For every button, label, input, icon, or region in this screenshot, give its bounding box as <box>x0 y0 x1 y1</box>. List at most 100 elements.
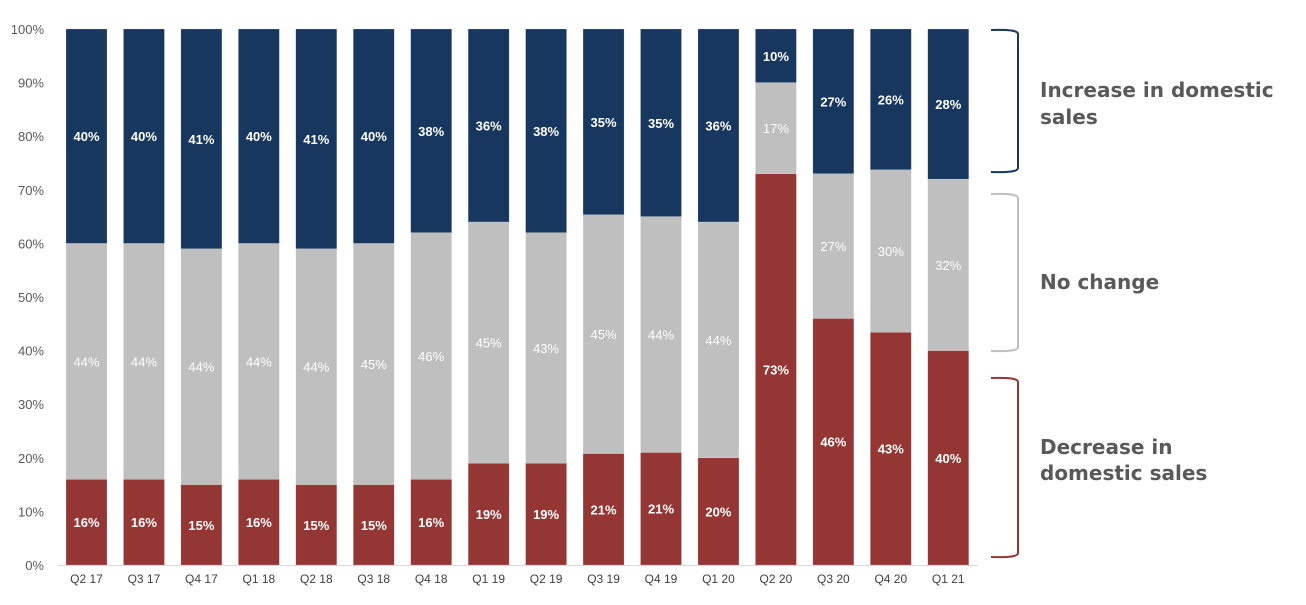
bar-segment-decrease-in-domestic-sales <box>812 318 855 566</box>
bar-segment-increase-in-domestic-sales <box>755 28 797 83</box>
bar-segment-no-change <box>123 243 165 480</box>
bar-segment-decrease-in-domestic-sales <box>870 331 912 566</box>
data-label-no-change: 44% <box>648 328 674 343</box>
bar-segment-no-change <box>582 214 625 454</box>
legend-label: No change <box>1040 270 1159 294</box>
legend-bracket <box>990 376 1019 559</box>
data-label-decrease-in-domestic-sales: 16% <box>418 515 444 530</box>
y-tick-label: 100% <box>11 22 45 37</box>
bar-segment-increase-in-domestic-sales <box>927 28 969 180</box>
bar-segment-no-change <box>640 216 682 453</box>
bar-segment-increase-in-domestic-sales <box>65 28 108 244</box>
data-label-no-change: 27% <box>820 239 846 254</box>
legend-label: sales <box>1040 105 1098 129</box>
x-tick-label: Q3 19 <box>587 572 620 586</box>
data-label-decrease-in-domestic-sales: 16% <box>131 515 157 530</box>
x-tick-label: Q3 20 <box>817 572 850 586</box>
x-tick-label: Q1 19 <box>472 572 505 586</box>
bar-stack: 15% 44% 41% <box>180 28 223 566</box>
x-tick-label: Q4 17 <box>185 572 218 586</box>
data-label-increase-in-domestic-sales: 40% <box>361 129 387 144</box>
bar-segment-decrease-in-domestic-sales <box>65 478 108 566</box>
legend-entry-no-change: No change <box>990 192 1159 353</box>
data-label-increase-in-domestic-sales: 41% <box>188 132 214 147</box>
y-tick-label: 30% <box>18 397 44 412</box>
y-tick-label: 10% <box>18 504 44 519</box>
data-label-decrease-in-domestic-sales: 19% <box>533 507 559 522</box>
data-label-increase-in-domestic-sales: 28% <box>935 97 961 112</box>
data-label-increase-in-domestic-sales: 40% <box>131 129 157 144</box>
y-axis: 0% 10% 20% 30% 40% 50% 60% 70% 80% 90% 100% <box>11 22 45 573</box>
data-label-decrease-in-domestic-sales: 21% <box>648 502 674 517</box>
bar-segment-increase-in-domestic-sales <box>467 28 510 223</box>
bar-stack: 16% 44% 40% <box>65 28 108 566</box>
data-label-decrease-in-domestic-sales: 43% <box>878 442 904 457</box>
legend-bracket <box>990 192 1019 353</box>
data-label-decrease-in-domestic-sales: 21% <box>591 502 617 517</box>
legend-label: Decrease in <box>1040 435 1172 459</box>
bar-stack: 43% 30% 26% <box>870 28 912 566</box>
x-tick-label: Q2 17 <box>70 572 103 586</box>
data-label-decrease-in-domestic-sales: 46% <box>820 435 846 450</box>
bar-segment-decrease-in-domestic-sales <box>238 478 280 566</box>
data-label-increase-in-domestic-sales: 35% <box>591 115 617 130</box>
x-tick-label: Q4 19 <box>645 572 678 586</box>
data-label-increase-in-domestic-sales: 40% <box>246 129 272 144</box>
bar-segment-no-change <box>353 243 395 485</box>
x-tick-label: Q3 18 <box>357 572 390 586</box>
bar-segment-no-change <box>525 232 567 464</box>
data-label-decrease-in-domestic-sales: 19% <box>476 507 502 522</box>
data-label-no-change: 43% <box>533 341 559 356</box>
bar-stack: 16% 46% 38% <box>410 28 452 566</box>
bar-segment-increase-in-domestic-sales <box>812 28 855 174</box>
bar-segment-decrease-in-domestic-sales <box>410 478 452 566</box>
data-label-increase-in-domestic-sales: 36% <box>476 118 502 133</box>
bar-segment-no-change <box>65 243 108 480</box>
legend-bracket <box>990 28 1019 174</box>
bar-stack: 73% 17% 10% <box>755 28 797 566</box>
x-tick-label: Q1 20 <box>702 572 735 586</box>
data-label-decrease-in-domestic-sales: 16% <box>73 515 99 530</box>
x-tick-label: Q3 17 <box>128 572 161 586</box>
x-tick-label: Q4 18 <box>415 572 448 586</box>
bar-segment-increase-in-domestic-sales <box>870 28 912 171</box>
bar-segment-no-change <box>755 82 797 174</box>
bar-segment-decrease-in-domestic-sales <box>123 478 165 566</box>
bar-stack: 16% 44% 40% <box>123 28 165 566</box>
bar-stack: 19% 43% 38% <box>525 28 567 566</box>
y-tick-label: 50% <box>18 290 44 305</box>
data-label-no-change: 30% <box>878 244 904 259</box>
data-label-decrease-in-domestic-sales: 20% <box>705 504 731 519</box>
bar-segment-decrease-in-domestic-sales <box>525 462 567 566</box>
bar-segment-increase-in-domestic-sales <box>410 28 452 233</box>
x-axis: Q2 17 Q3 17 Q4 17 Q1 18 Q2 18 Q3 18 Q4 18 Q1 19… <box>70 572 965 586</box>
data-label-decrease-in-domestic-sales: 15% <box>188 518 214 533</box>
bar-segment-increase-in-domestic-sales <box>238 28 280 244</box>
bar-segment-increase-in-domestic-sales <box>697 28 740 223</box>
bar-segment-decrease-in-domestic-sales <box>755 173 797 566</box>
data-label-decrease-in-domestic-sales: 15% <box>303 518 329 533</box>
bar-segment-increase-in-domestic-sales <box>295 28 338 250</box>
bar-segment-no-change <box>238 243 280 480</box>
data-label-increase-in-domestic-sales: 27% <box>820 94 846 109</box>
bar-segment-no-change <box>467 221 510 464</box>
bar-segment-decrease-in-domestic-sales <box>582 453 625 566</box>
y-tick-label: 20% <box>18 451 44 466</box>
data-label-no-change: 45% <box>476 336 502 351</box>
data-label-increase-in-domestic-sales: 38% <box>533 124 559 139</box>
x-tick-label: Q4 20 <box>874 572 907 586</box>
data-label-no-change: 44% <box>303 360 329 375</box>
bar-segment-increase-in-domestic-sales <box>640 28 682 217</box>
bar-segment-no-change <box>410 232 452 480</box>
legend: Increase in domestic sales No change Decrea… <box>990 28 1274 559</box>
data-label-no-change: 45% <box>361 357 387 372</box>
bar-segment-increase-in-domestic-sales <box>123 28 165 244</box>
legend-label: domestic sales <box>1040 461 1207 485</box>
bar-segment-no-change <box>812 173 855 319</box>
data-label-decrease-in-domestic-sales: 40% <box>935 451 961 466</box>
bar-segment-increase-in-domestic-sales <box>353 28 395 244</box>
bar-stack: 40% 32% 28% <box>927 28 969 566</box>
bar-segment-increase-in-domestic-sales <box>525 28 567 233</box>
data-label-increase-in-domestic-sales: 36% <box>705 118 731 133</box>
bar-stack: 20% 44% 36% <box>697 28 740 566</box>
